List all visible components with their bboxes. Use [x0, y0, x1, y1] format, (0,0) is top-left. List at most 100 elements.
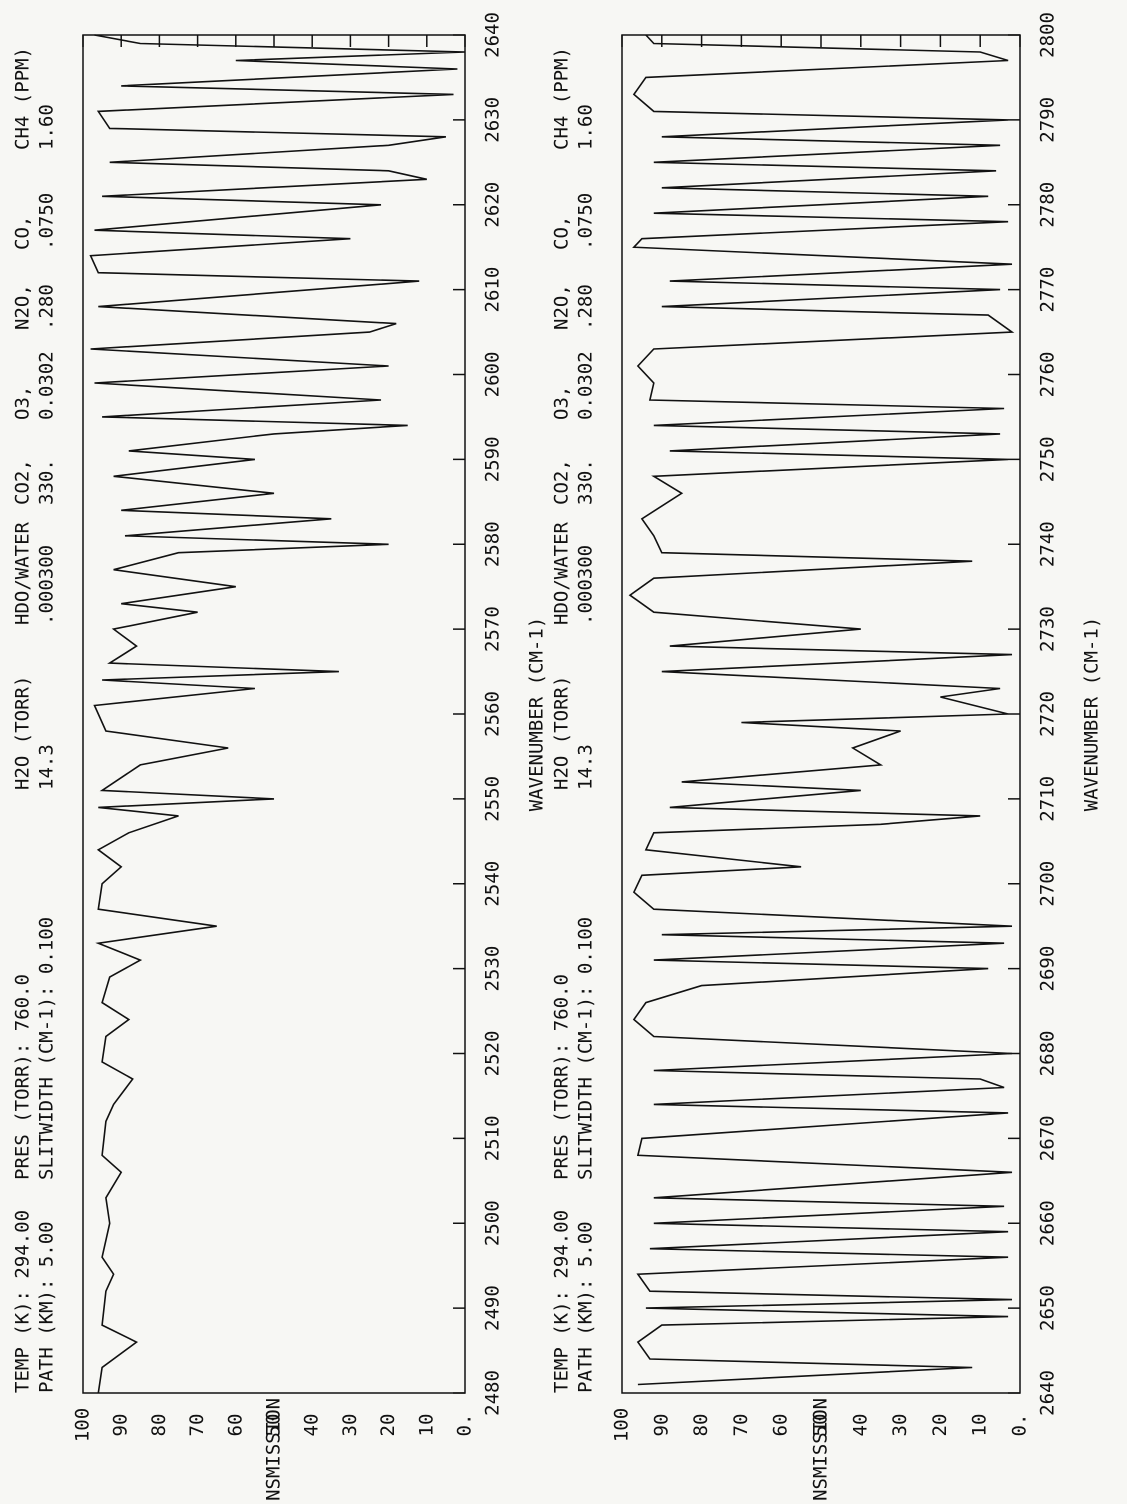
- x-tick-label: 2790: [1037, 97, 1059, 143]
- x-tick-label: 2760: [1037, 352, 1059, 398]
- y-tick-label: 10: [969, 1414, 991, 1437]
- header-text: .280: [575, 284, 597, 330]
- header-text: CH4 (PPM): [551, 47, 573, 150]
- header-text: .000300: [36, 545, 58, 625]
- x-tick-label: 2690: [1037, 946, 1059, 992]
- y-tick-label: 60: [224, 1414, 246, 1437]
- x-tick-label: 2700: [1037, 861, 1059, 907]
- x-tick-label: 2650: [1037, 1285, 1059, 1331]
- header-text: PRES (TORR): 760.0: [12, 974, 34, 1180]
- y-tick-label: 50: [810, 1414, 832, 1437]
- y-tick-label: 70: [186, 1414, 208, 1437]
- header-text: 1.60: [575, 104, 597, 150]
- header-text: .000300: [575, 545, 597, 625]
- y-tick-label: 30: [889, 1414, 911, 1437]
- x-tick-label: 2750: [1037, 436, 1059, 482]
- x-tick-label: 2550: [482, 776, 504, 822]
- header-text: PATH (KM): 5.00: [36, 1221, 58, 1393]
- x-tick-label: 2540: [482, 861, 504, 907]
- y-tick-label: 90: [110, 1414, 132, 1437]
- y-axis-label: % TRANSMISSION: [810, 1398, 832, 1500]
- y-tick-label: 20: [929, 1414, 951, 1437]
- y-tick-label: 80: [690, 1414, 712, 1437]
- header-text: CO2,: [551, 459, 573, 505]
- header-text: 14.3: [575, 744, 597, 790]
- y-tick-label: 90: [650, 1414, 672, 1437]
- x-tick-label: 2800: [1037, 12, 1059, 58]
- header-text: O3,: [12, 386, 34, 420]
- x-tick-label: 2610: [482, 267, 504, 313]
- y-tick-label: 40: [849, 1414, 871, 1437]
- header-text: 0.0302: [575, 351, 597, 420]
- x-tick-label: 2660: [1037, 1200, 1059, 1246]
- header-text: CH4 (PPM): [12, 47, 34, 150]
- x-axis-label: WAVENUMBER (CM-1): [526, 617, 548, 811]
- x-tick-label: 2480: [482, 1370, 504, 1416]
- y-tick-label: 10: [415, 1414, 437, 1437]
- x-tick-label: 2710: [1037, 776, 1059, 822]
- x-tick-label: 2770: [1037, 267, 1059, 313]
- x-tick-label: 2640: [1037, 1370, 1059, 1416]
- x-tick-label: 2590: [482, 436, 504, 482]
- y-tick-label: 30: [339, 1414, 361, 1437]
- x-tick-label: 2670: [1037, 1115, 1059, 1161]
- x-tick-label: 2780: [1037, 182, 1059, 228]
- header-text: TEMP (K): 294.00: [551, 1210, 573, 1393]
- spectrum-line: [89, 34, 466, 1394]
- spectrum-line: [628, 34, 1015, 1386]
- header-text: .0750: [36, 193, 58, 250]
- y-tick-label: 100: [72, 1408, 94, 1442]
- x-tick-label: 2560: [482, 691, 504, 737]
- header-text: 1.60: [36, 104, 58, 150]
- y-tick-label: 50: [263, 1414, 285, 1437]
- x-tick-label: 2570: [482, 606, 504, 652]
- y-tick-label: 70: [730, 1414, 752, 1437]
- header-text: N2O,: [551, 284, 573, 330]
- header-text: PATH (KM): 5.00: [575, 1221, 597, 1393]
- x-tick-label: 2680: [1037, 1031, 1059, 1077]
- header-text: CO,: [12, 216, 34, 250]
- x-tick-label: 2600: [482, 352, 504, 398]
- header-text: 0.0302: [36, 351, 58, 420]
- plot-frame: [82, 34, 466, 1394]
- plot-frame: [621, 34, 1021, 1394]
- x-tick-label: 2530: [482, 946, 504, 992]
- header-text: SLITWIDTH (CM-1): 0.100: [575, 917, 597, 1180]
- y-tick-label: 0.: [1009, 1414, 1031, 1437]
- x-tick-label: 2720: [1037, 691, 1059, 737]
- x-tick-label: 2640: [482, 12, 504, 58]
- x-tick-label: 2740: [1037, 521, 1059, 567]
- header-text: .0750: [575, 193, 597, 250]
- x-axis-label: WAVENUMBER (CM-1): [1081, 617, 1103, 811]
- header-text: H2O (TORR): [551, 676, 573, 790]
- y-tick-label: 80: [148, 1414, 170, 1437]
- header-text: CO,: [551, 216, 573, 250]
- header-text: HDO/WATER: [551, 521, 573, 625]
- y-tick-label: 40: [301, 1414, 323, 1437]
- header-text: N2O,: [12, 284, 34, 330]
- y-tick-label: 60: [770, 1414, 792, 1437]
- x-tick-label: 2500: [482, 1200, 504, 1246]
- y-axis-label: % TRANSMISSION: [263, 1398, 285, 1500]
- y-tick-label: 0.: [454, 1414, 476, 1437]
- header-text: 330.: [36, 459, 58, 505]
- x-tick-label: 2630: [482, 97, 504, 143]
- header-text: SLITWIDTH (CM-1): 0.100: [36, 917, 58, 1180]
- y-tick-label: 100: [611, 1408, 633, 1442]
- header-text: H2O (TORR): [12, 676, 34, 790]
- header-text: TEMP (K): 294.00: [12, 1210, 34, 1393]
- y-tick-label: 20: [377, 1414, 399, 1437]
- x-tick-label: 2620: [482, 182, 504, 228]
- header-text: 14.3: [36, 744, 58, 790]
- x-tick-label: 2730: [1037, 606, 1059, 652]
- header-text: CO2,: [12, 459, 34, 505]
- header-text: .280: [36, 284, 58, 330]
- header-text: O3,: [551, 386, 573, 420]
- x-tick-label: 2510: [482, 1115, 504, 1161]
- header-text: HDO/WATER: [12, 521, 34, 625]
- x-tick-label: 2490: [482, 1285, 504, 1331]
- x-tick-label: 2520: [482, 1031, 504, 1077]
- header-text: PRES (TORR): 760.0: [551, 974, 573, 1180]
- x-tick-label: 2580: [482, 521, 504, 567]
